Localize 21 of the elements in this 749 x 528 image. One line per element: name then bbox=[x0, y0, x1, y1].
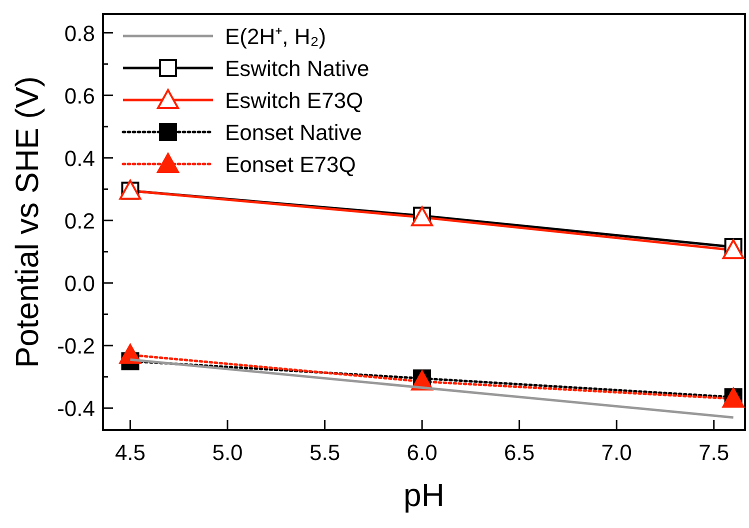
y-tick-label: -0.2 bbox=[57, 334, 95, 359]
legend-label: Eonset E73Q bbox=[225, 152, 356, 177]
legend-label: Eswitch E73Q bbox=[225, 88, 364, 113]
x-tick-label: 6.5 bbox=[504, 440, 535, 465]
y-axis-title: Potential vs SHE (V) bbox=[9, 76, 45, 368]
y-tick-label: 0.6 bbox=[64, 83, 95, 108]
y-tick-label: 0.2 bbox=[64, 208, 95, 234]
x-tick-label: 5.5 bbox=[309, 440, 340, 465]
x-tick-label: 7.5 bbox=[698, 440, 730, 465]
legend-label: Eswitch Native bbox=[225, 56, 370, 81]
legend-label: E(2H⁺, H₂) bbox=[225, 24, 326, 49]
x-tick-label: 4.5 bbox=[114, 440, 146, 465]
legend-label: Eonset Native bbox=[225, 120, 362, 145]
x-tick-label: 7.0 bbox=[601, 440, 632, 465]
x-axis-title: pH bbox=[404, 477, 444, 513]
x-tick-label: 6.0 bbox=[406, 440, 438, 465]
y-tick-label: -0.4 bbox=[57, 396, 95, 422]
y-tick-label: 0.8 bbox=[64, 20, 95, 46]
y-tick-label: 0.0 bbox=[64, 270, 95, 296]
y-tick-label: 0.4 bbox=[64, 146, 95, 171]
x-tick-label: 5.0 bbox=[212, 440, 243, 465]
